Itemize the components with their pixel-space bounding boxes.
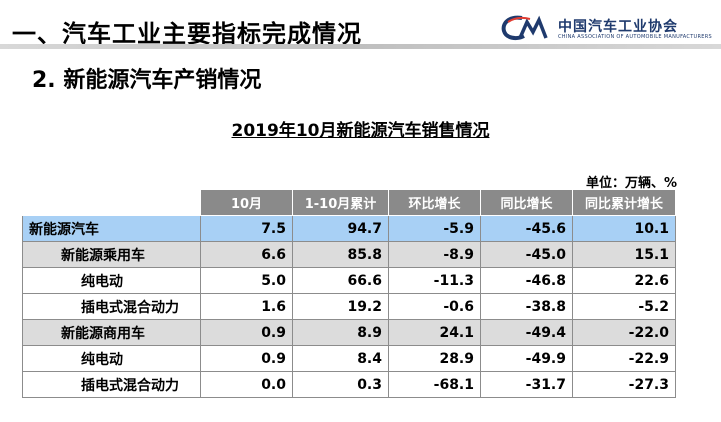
row-value-cell: -11.3 (388, 267, 481, 294)
row-value-cell: -31.7 (480, 371, 573, 398)
row-value-cell: 10.1 (572, 215, 676, 242)
row-value-cell: 66.6 (292, 267, 389, 294)
row-value-cell: -68.1 (388, 371, 481, 398)
row-value-cell: 24.1 (388, 319, 481, 346)
row-value-cell: 94.7 (292, 215, 389, 242)
section-title: 2. 新能源汽车产销情况 (32, 68, 262, 93)
sales-table: 10月 1-10月累计 环比增长 同比增长 同比累计增长 新能源汽车 7.5 94.… (22, 189, 676, 398)
row-value-cell: 1.6 (200, 293, 293, 320)
row-value-cell: 0.0 (200, 371, 293, 398)
logo-subtext: CHINA ASSOCIATION OF AUTOMOBILE MANUFACT… (558, 34, 712, 40)
row-value-cell: 15.1 (572, 241, 676, 268)
row-value-cell: -27.3 (572, 371, 676, 398)
row-value-cell: -8.9 (388, 241, 481, 268)
table-header-row: 10月 1-10月累计 环比增长 同比增长 同比累计增长 (22, 189, 676, 216)
col-header-month: 10月 (200, 189, 293, 216)
row-value-cell: 85.8 (292, 241, 389, 268)
row-value-cell: 0.9 (200, 319, 293, 346)
table-row: 插电式混合动力 0.0 0.3 -68.1 -31.7 -27.3 (22, 371, 676, 398)
row-value-cell: 19.2 (292, 293, 389, 320)
table-row: 新能源商用车 0.9 8.9 24.1 -49.4 -22.0 (22, 319, 676, 346)
row-value-cell: -5.9 (388, 215, 481, 242)
row-value-cell: 22.6 (572, 267, 676, 294)
table-row: 纯电动 5.0 66.6 -11.3 -46.8 22.6 (22, 267, 676, 294)
row-label: 插电式混合动力 (22, 371, 201, 398)
row-value-cell: -0.6 (388, 293, 481, 320)
row-value-cell: 28.9 (388, 345, 481, 372)
header-blank-cell (22, 189, 201, 216)
row-label: 纯电动 (22, 345, 201, 372)
table-title: 2019年10月新能源汽车销售情况 (0, 116, 721, 141)
row-value-cell: -45.6 (480, 215, 573, 242)
table-row: 插电式混合动力 1.6 19.2 -0.6 -38.8 -5.2 (22, 293, 676, 320)
row-value-cell: -38.8 (480, 293, 573, 320)
row-label: 新能源商用车 (22, 319, 201, 346)
table-row: 新能源汽车 7.5 94.7 -5.9 -45.6 10.1 (22, 215, 676, 242)
association-logo: 中国汽车工业协会 CHINA ASSOCIATION OF AUTOMOBILE… (500, 14, 715, 42)
row-label: 插电式混合动力 (22, 293, 201, 320)
table-row: 新能源乘用车 6.6 85.8 -8.9 -45.0 15.1 (22, 241, 676, 268)
row-value-cell: 0.3 (292, 371, 389, 398)
row-value-cell: -5.2 (572, 293, 676, 320)
col-header-yoy-growth: 同比增长 (480, 189, 573, 216)
table-body: 新能源汽车 7.5 94.7 -5.9 -45.6 10.1 新能源乘用车 6.6 85.8 -8… (22, 215, 676, 398)
unit-label: 单位：万辆、% (585, 176, 677, 191)
row-value-cell: 6.6 (200, 241, 293, 268)
row-label: 纯电动 (22, 267, 201, 294)
row-value-cell: 8.4 (292, 345, 389, 372)
row-value-cell: 5.0 (200, 267, 293, 294)
logo-text: 中国汽车工业协会 (558, 19, 678, 35)
row-value-cell: -49.9 (480, 345, 573, 372)
row-value-cell: -45.0 (480, 241, 573, 268)
col-header-mom-growth: 环比增长 (388, 189, 481, 216)
header-divider (0, 44, 721, 49)
slide-title: 一、汽车工业主要指标完成情况 (12, 20, 362, 48)
row-value-cell: -46.8 (480, 267, 573, 294)
col-header-yoy-cumulative-growth: 同比累计增长 (572, 189, 676, 216)
table-row: 纯电动 0.9 8.4 28.9 -49.9 -22.9 (22, 345, 676, 372)
row-value-cell: 0.9 (200, 345, 293, 372)
row-value-cell: -22.0 (572, 319, 676, 346)
col-header-cumulative: 1-10月累计 (292, 189, 389, 216)
row-value-cell: 8.9 (292, 319, 389, 346)
row-value-cell: -22.9 (572, 345, 676, 372)
row-label: 新能源乘用车 (22, 241, 201, 268)
row-value-cell: -49.4 (480, 319, 573, 346)
row-value-cell: 7.5 (200, 215, 293, 242)
caam-logo-icon (501, 15, 548, 41)
table-title-text: 2019年10月新能源汽车销售情况 (231, 121, 490, 141)
row-label: 新能源汽车 (22, 215, 201, 242)
